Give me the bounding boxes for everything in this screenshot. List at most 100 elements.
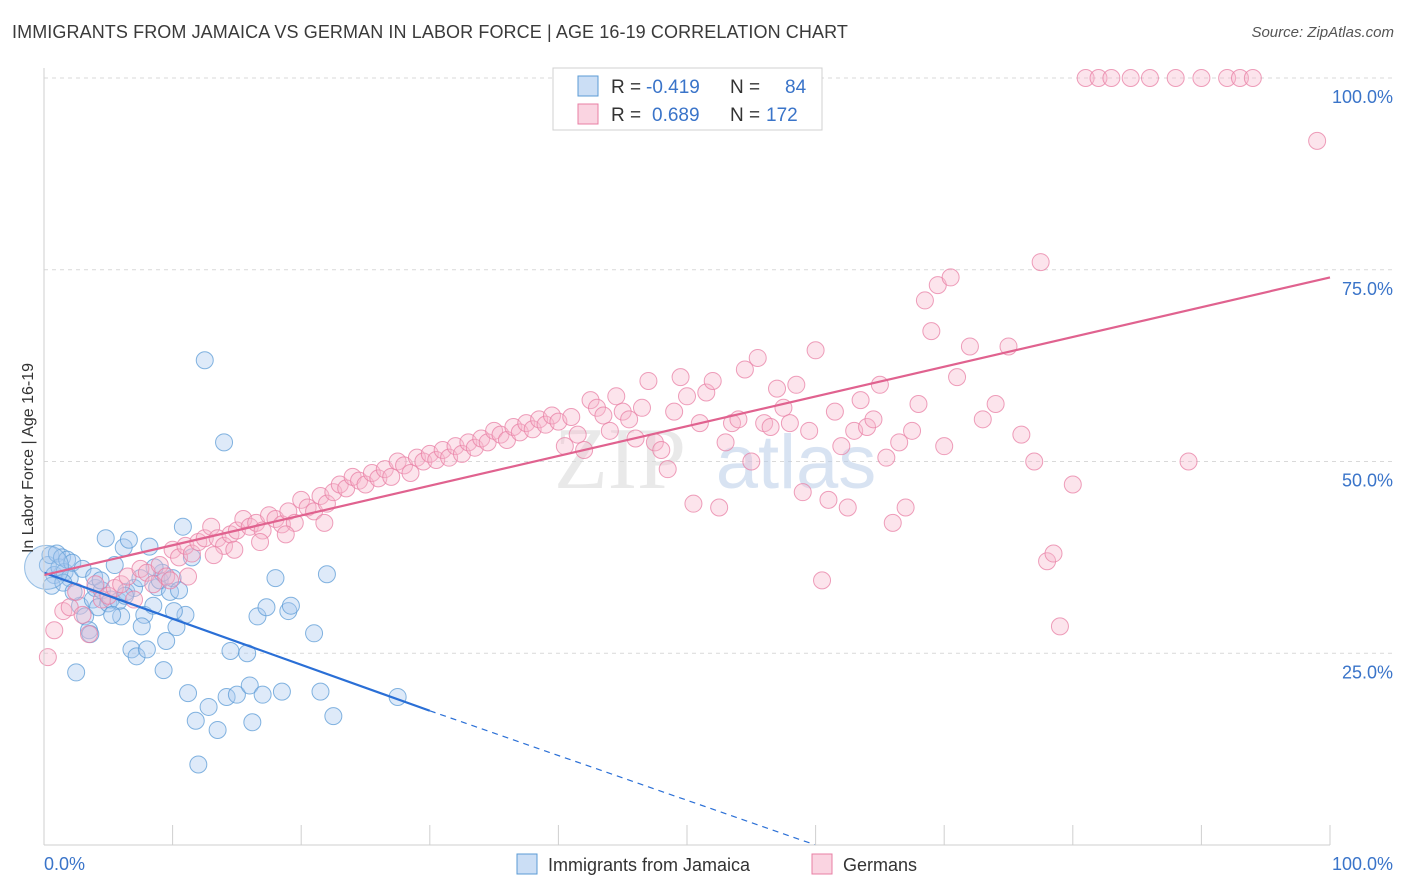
germans-point (150, 556, 169, 575)
germans-point (941, 268, 960, 287)
germans-point (896, 498, 915, 517)
jamaica-point (257, 598, 276, 617)
jamaica-trend-extension (429, 710, 816, 846)
legend-swatch-jamaica (577, 75, 599, 97)
legend-n-value-jamaica: 84 (785, 77, 807, 98)
germans-point (568, 425, 587, 444)
germans-point (703, 371, 722, 390)
germans-point (1179, 452, 1198, 471)
germans-point (382, 467, 401, 486)
germans-point (594, 406, 613, 425)
legend-label-germans: Germans (843, 855, 917, 875)
germans-point (1243, 69, 1262, 87)
germans-point (204, 546, 223, 565)
germans-point (1089, 69, 1108, 87)
legend-label-jamaica: Immigrants from Jamaica (548, 855, 751, 875)
legend-swatch-jamaica-bottom (516, 853, 538, 875)
germans-point (1038, 552, 1057, 571)
jamaica-point (305, 624, 324, 643)
germans-point (973, 410, 992, 429)
germans-point (697, 383, 716, 402)
germans-point (748, 348, 767, 367)
germans-point (632, 398, 651, 417)
y-axis-label: In Labor Force | Age 16-19 (20, 363, 37, 553)
germans-point (903, 421, 922, 440)
x-tick-label: 0.0% (44, 854, 85, 874)
jamaica-point (279, 602, 298, 621)
germans-point (202, 517, 221, 536)
germans-point (761, 417, 780, 436)
legend-n-label-jamaica: N = (730, 77, 760, 98)
jamaica-point (112, 607, 131, 626)
jamaica-point (324, 707, 343, 726)
axis-layer: 25.0% 50.0% 75.0% 100.0% 0.0% 100.0% (43, 68, 1393, 874)
germans-point (1012, 425, 1031, 444)
y-tick-label: 50.0% (1342, 471, 1393, 491)
jamaica-point (215, 433, 234, 452)
germans-point (251, 533, 270, 552)
germans-point (742, 452, 761, 471)
jamaica-point (179, 684, 198, 703)
germans-point (587, 398, 606, 417)
jamaica-point (272, 682, 291, 701)
jamaica-point (157, 631, 176, 650)
germans-point (1192, 69, 1211, 87)
jamaica-point (253, 685, 272, 704)
jamaica-point (186, 711, 205, 730)
germans-point (1166, 69, 1185, 87)
jamaica-point (105, 556, 124, 575)
germans-point (864, 410, 883, 429)
germans-point (1121, 69, 1140, 87)
germans-point (652, 440, 671, 459)
jamaica-point (127, 647, 146, 666)
germans-point (832, 437, 851, 456)
jamaica-point (189, 755, 208, 774)
legend-r-label-jamaica: R = (611, 77, 641, 98)
jamaica-point (281, 596, 300, 615)
germans-point (276, 525, 295, 544)
legend-r-value-germans: 0.689 (652, 105, 700, 126)
source-credit: Source: ZipAtlas.com (1251, 24, 1394, 41)
germans-point (620, 410, 639, 429)
correlation-legend: R = -0.419 N = 84 R = 0.689 N = 172 (552, 67, 823, 131)
germans-point (1050, 617, 1069, 636)
jamaica-point (173, 517, 192, 536)
germans-point (182, 544, 201, 563)
germans-point (215, 536, 234, 555)
germans-point (909, 394, 928, 413)
jamaica-point (208, 720, 227, 739)
jamaica-point (227, 685, 246, 704)
jamaica-point (119, 530, 138, 549)
germans-point (581, 391, 600, 410)
germans-point (1044, 544, 1063, 563)
germans-point (562, 408, 581, 427)
germans-point (613, 402, 632, 421)
germans-point (678, 387, 696, 406)
germans-point (877, 448, 896, 467)
germans-point (1308, 131, 1327, 150)
germans-point (870, 375, 889, 394)
germans-point (935, 437, 954, 456)
germans-point (1140, 69, 1159, 87)
jamaica-point (311, 682, 330, 701)
germans-point (73, 605, 92, 624)
germans-point (1102, 69, 1121, 87)
jamaica-point (103, 605, 122, 624)
germans-trend-line (43, 276, 1331, 577)
chart-title: IMMIGRANTS FROM JAMAICA VS GERMAN IN LAB… (12, 22, 848, 42)
legend-r-label-germans: R = (611, 105, 641, 126)
germans-point (716, 433, 735, 452)
germans-point (315, 513, 334, 532)
jamaica-point (195, 351, 214, 370)
jamaica-point (248, 607, 267, 626)
germans-point (986, 394, 1005, 413)
jamaica-point (240, 676, 259, 695)
germans-point (684, 494, 703, 513)
germans-point (1076, 69, 1095, 87)
germans-point (161, 571, 180, 590)
jamaica-point (199, 697, 218, 716)
germans-point (639, 371, 658, 390)
germans-point (1031, 253, 1050, 272)
germans-point (960, 337, 979, 356)
germans-point (414, 452, 433, 471)
